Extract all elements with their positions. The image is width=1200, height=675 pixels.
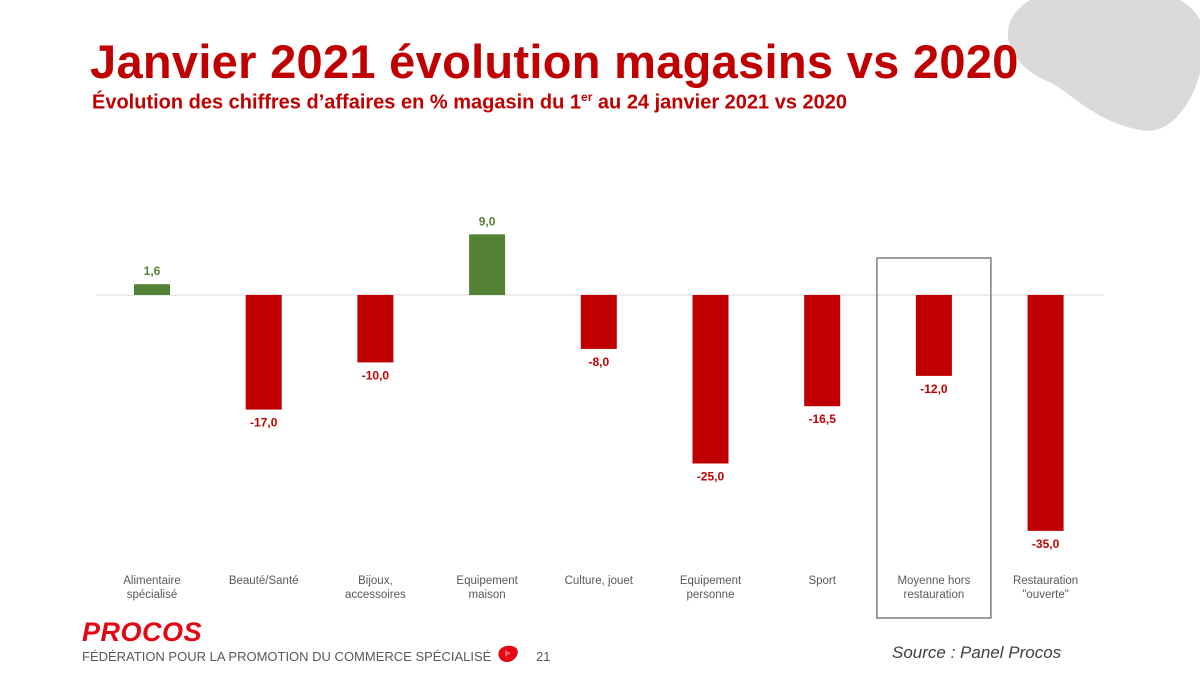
data-label: -25,0 bbox=[697, 470, 725, 484]
data-label: -8,0 bbox=[588, 355, 609, 369]
data-label: -17,0 bbox=[250, 416, 278, 430]
subtitle-main: Évolution des chiffres d’affaires en % m… bbox=[92, 91, 582, 114]
category-label: restauration bbox=[904, 589, 965, 601]
bar bbox=[915, 295, 952, 376]
bar bbox=[357, 295, 394, 363]
procos-logo: PROCOS bbox=[82, 617, 203, 647]
page-number: 21 bbox=[536, 649, 551, 664]
data-label: -10,0 bbox=[362, 368, 390, 382]
highlight-box bbox=[876, 257, 992, 619]
bar bbox=[469, 234, 506, 295]
category-label: Culture, jouet bbox=[565, 575, 634, 587]
data-label: -16,5 bbox=[809, 412, 837, 426]
category-label: Restauration bbox=[1013, 575, 1078, 587]
category-label: Equipement bbox=[680, 575, 742, 587]
category-label: maison bbox=[469, 589, 506, 601]
bar bbox=[692, 295, 729, 464]
category-label: "ouverte" bbox=[1022, 589, 1069, 601]
data-label: -35,0 bbox=[1032, 537, 1060, 551]
data-label: 9,0 bbox=[479, 214, 496, 228]
category-label: accessoires bbox=[345, 589, 406, 601]
category-label: Moyenne hors bbox=[897, 575, 970, 587]
decorative-blob-shape bbox=[1007, 0, 1200, 131]
bar bbox=[580, 295, 617, 349]
category-label: spécialisé bbox=[127, 589, 178, 601]
data-label: -12,0 bbox=[920, 382, 948, 396]
footer-tagline: FÉDÉRATION POUR LA PROMOTION DU COMMERCE… bbox=[82, 649, 492, 664]
subtitle-superscript: er bbox=[581, 90, 593, 104]
source-note: Source : Panel Procos bbox=[892, 643, 1062, 662]
category-label: Beauté/Santé bbox=[229, 575, 299, 587]
subtitle-end: au 24 janvier 2021 vs 2020 bbox=[592, 91, 847, 114]
bar bbox=[134, 284, 170, 295]
category-label: personne bbox=[687, 589, 735, 601]
category-label: Equipement bbox=[456, 575, 518, 587]
slide-subtitle: Évolution des chiffres d’affaires en % m… bbox=[92, 90, 847, 115]
slide-title: Janvier 2021 évolution magasins vs 2020 bbox=[90, 35, 1019, 88]
category-label: Sport bbox=[808, 575, 836, 587]
procos-mini-logo-icon bbox=[498, 645, 518, 662]
bar-chart: 1,6 Alimentaire spécialisé -17,0 Beauté/Sant… bbox=[96, 214, 1104, 619]
data-label: 1,6 bbox=[144, 264, 161, 278]
category-label: Alimentaire bbox=[123, 575, 181, 587]
bar bbox=[1027, 295, 1064, 531]
category-label: Bijoux, bbox=[358, 575, 393, 587]
bar bbox=[245, 295, 282, 410]
bar bbox=[804, 295, 841, 407]
